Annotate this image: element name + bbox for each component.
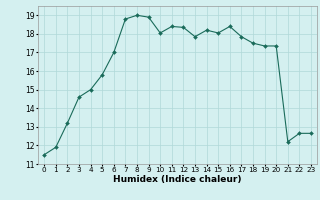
X-axis label: Humidex (Indice chaleur): Humidex (Indice chaleur) <box>113 175 242 184</box>
